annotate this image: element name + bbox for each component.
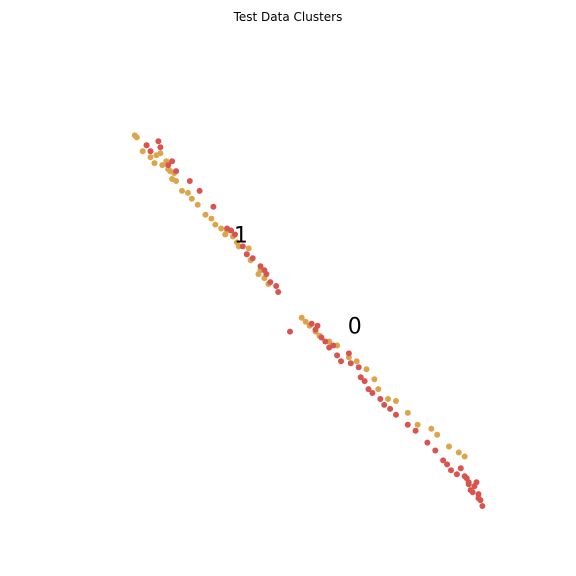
scatter-point [369,390,376,396]
scatter-point [381,401,388,408]
scatter-point [273,283,280,289]
scatter-point [446,443,452,450]
scatter-point [330,342,337,349]
scatter-point [184,189,191,196]
scatter-point [157,144,164,151]
scatter-point [155,138,162,145]
scatter-point [479,503,486,509]
scatter-point [228,227,235,234]
scatter-point [267,279,274,286]
scatter-point [355,364,362,371]
chart-title: Test Data Clusters [233,10,343,24]
cluster-label: 1 [234,224,248,249]
scatter-point [404,409,411,416]
scatter-point [412,427,419,434]
scatter-point [393,398,399,404]
scatter-point [432,447,439,454]
data-points [131,132,486,509]
scatter-point [302,318,309,325]
scatter-point [424,439,431,446]
scatter-point [377,396,384,402]
scatter-point [387,405,394,412]
scatter-point [414,421,421,428]
scatter-point [245,245,252,252]
scatter-point [322,338,329,345]
scatter-point [212,221,219,228]
scatter-point [363,366,370,373]
scatter-point [263,271,270,278]
scatter-point [453,471,460,478]
scatter-point [385,396,392,402]
scatter-point [457,465,464,472]
scatter-point [159,162,166,169]
scatter-point [473,479,480,486]
scatter-point [147,148,154,155]
scatter-point [218,225,225,232]
scatter-point [173,178,180,184]
scatter-point [461,473,468,480]
scatter-point [357,374,364,381]
scatter-point [173,168,180,175]
scatter-point [208,215,215,222]
scatter-point [179,187,185,194]
scatter-point [196,187,203,194]
scatter-point [139,148,146,155]
scatter-point [169,158,176,165]
scatter-point [287,328,293,335]
scatter-point [318,334,325,341]
scatter-point [361,378,368,385]
scatter-point [347,360,354,367]
scatter-point [375,386,382,393]
scatter-point [257,263,264,270]
scatter-point [440,457,447,464]
scatter-point [371,376,378,383]
scatter-point [143,142,150,149]
scatter-point [157,150,164,157]
scatter-point [232,231,238,238]
scatter-point [194,201,201,208]
scatter-point [133,134,140,141]
scatter-point [469,489,476,496]
scatter-point [404,421,411,428]
scatter-point [210,203,217,210]
scatter-point [461,453,468,460]
scatter-point [353,358,360,365]
scatter-point [308,320,315,327]
cluster-label: 0 [348,315,362,340]
scatter-point [314,322,321,329]
scatter-point [448,467,454,474]
scatter-point [338,358,344,365]
cluster-labels: 10 [234,224,362,340]
scatter-point [428,425,435,432]
scatter-point [255,271,262,278]
scatter-point [249,255,256,262]
scatter-point [165,162,172,169]
scatter-point [345,350,352,357]
scatter-point [465,479,472,486]
scatter-point [151,160,158,167]
scatter-point [243,251,250,258]
scatter-point [147,154,154,161]
scatter-point [334,352,341,359]
scatter-point [365,386,372,393]
scatter-point [393,411,399,418]
scatter-point [444,461,451,468]
scatter-point [275,289,282,295]
scatter-point [202,211,209,218]
scatter-point [188,195,195,202]
scatter-point [434,431,441,438]
scatter-point [239,243,246,250]
scatter-point [475,495,482,502]
scatter-point [298,314,305,321]
scatter-point [455,449,462,456]
scatter-point [186,178,193,184]
